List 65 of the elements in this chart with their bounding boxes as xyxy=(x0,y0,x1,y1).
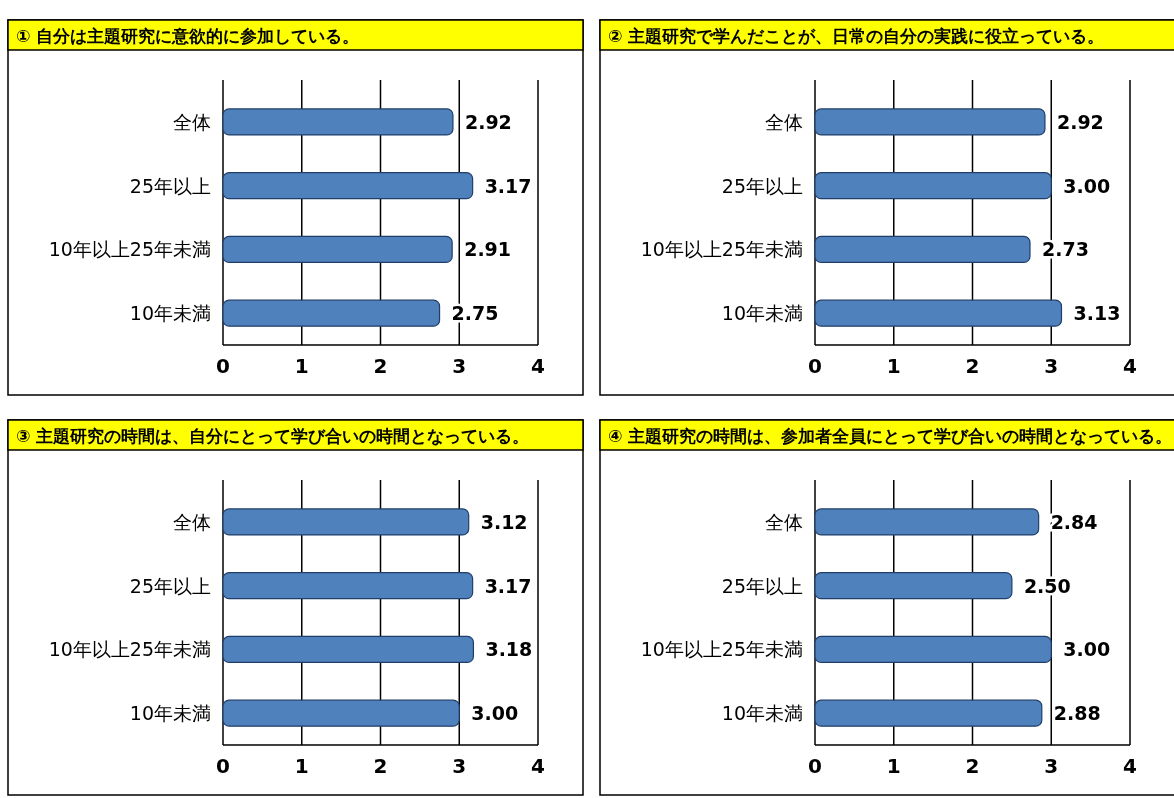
bar xyxy=(222,299,441,327)
y-tick-label: 全体 xyxy=(173,510,211,533)
data-label: 2.91 xyxy=(464,238,512,261)
x-tick-label: 1 xyxy=(294,754,309,778)
y-tick-label: 10年未満 xyxy=(129,702,211,725)
bar xyxy=(814,572,1013,600)
chart-title: ① 自分は主題研究に意欲的に参加している。 xyxy=(16,26,360,46)
y-tick-label: 10年未満 xyxy=(129,302,211,325)
x-tick-label: 1 xyxy=(886,754,901,778)
bar xyxy=(222,108,454,136)
x-tick-label: 4 xyxy=(1123,754,1137,778)
data-label: 2.92 xyxy=(464,110,512,133)
data-label: 2.84 xyxy=(1050,510,1098,533)
y-tick-label: 10年以上25年未満 xyxy=(640,238,803,261)
bar xyxy=(814,299,1063,327)
x-tick-label: 1 xyxy=(886,354,901,378)
bar xyxy=(814,235,1031,263)
data-label: 3.13 xyxy=(1073,302,1121,325)
x-tick-label: 4 xyxy=(531,354,545,378)
y-tick-label: 10年以上25年未満 xyxy=(640,638,803,661)
data-label: 2.88 xyxy=(1053,702,1101,725)
data-label: 3.17 xyxy=(484,174,532,197)
data-label: 3.17 xyxy=(484,574,532,597)
bar xyxy=(814,108,1046,136)
x-tick-label: 3 xyxy=(1044,354,1059,378)
x-tick-label: 2 xyxy=(373,754,388,778)
x-tick-label: 4 xyxy=(531,754,545,778)
data-label: 3.00 xyxy=(471,702,519,725)
data-label: 2.92 xyxy=(1056,110,1104,133)
chart-title: ④ 主題研究の時間は、参加者全員にとって学び合いの時間となっている。 xyxy=(608,426,1173,446)
y-tick-label: 25年以上 xyxy=(721,574,803,597)
x-tick-label: 0 xyxy=(216,354,230,378)
data-label: 3.00 xyxy=(1063,174,1111,197)
x-tick-label: 0 xyxy=(808,754,822,778)
x-tick-label: 2 xyxy=(965,754,980,778)
bar xyxy=(814,635,1052,663)
y-tick-label: 10年以上25年未満 xyxy=(48,638,211,661)
data-label: 3.12 xyxy=(480,510,528,533)
x-tick-label: 0 xyxy=(808,354,822,378)
y-tick-label: 全体 xyxy=(173,110,211,133)
chart-title: ② 主題研究で学んだことが、日常の自分の実践に役立っている。 xyxy=(608,26,1105,46)
bar xyxy=(814,508,1040,536)
y-tick-label: 10年以上25年未満 xyxy=(48,238,211,261)
y-tick-label: 10年未満 xyxy=(721,702,803,725)
x-tick-label: 2 xyxy=(965,354,980,378)
bar xyxy=(814,172,1052,200)
y-tick-label: 25年以上 xyxy=(129,174,211,197)
y-tick-label: 全体 xyxy=(765,510,803,533)
y-tick-label: 全体 xyxy=(765,110,803,133)
x-tick-label: 1 xyxy=(294,354,309,378)
chart-title: ③ 主題研究の時間は、自分にとって学び合いの時間となっている。 xyxy=(16,426,530,446)
x-tick-label: 2 xyxy=(373,354,388,378)
x-tick-label: 0 xyxy=(216,754,230,778)
bar xyxy=(222,172,474,200)
y-tick-label: 10年未満 xyxy=(721,302,803,325)
x-tick-label: 3 xyxy=(452,754,467,778)
data-label: 3.18 xyxy=(485,638,533,661)
data-label: 3.00 xyxy=(1063,638,1111,661)
bar xyxy=(222,235,453,263)
x-tick-label: 3 xyxy=(1044,754,1059,778)
bar xyxy=(814,699,1043,727)
y-tick-label: 25年以上 xyxy=(721,174,803,197)
x-tick-label: 3 xyxy=(452,354,467,378)
x-tick-label: 4 xyxy=(1123,354,1137,378)
y-tick-label: 25年以上 xyxy=(129,574,211,597)
